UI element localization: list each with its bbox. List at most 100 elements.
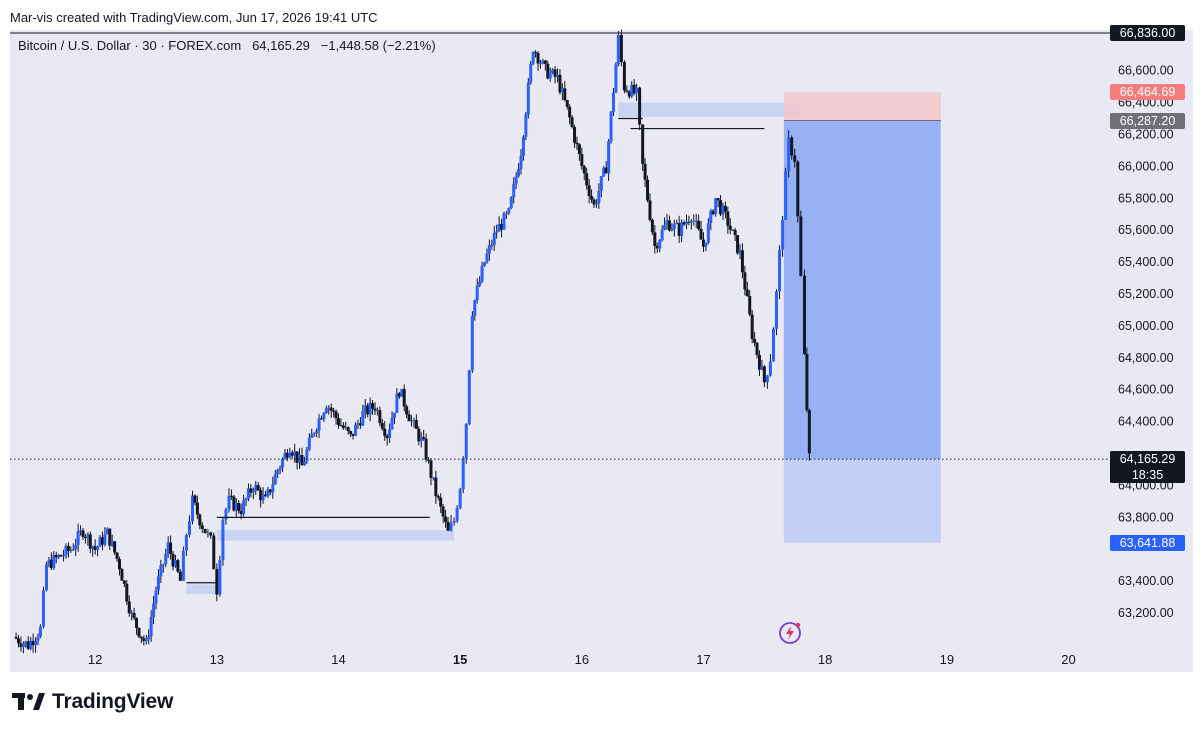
- candle-down[interactable]: [397, 393, 401, 397]
- candle-up[interactable]: [449, 522, 453, 531]
- candle-up[interactable]: [52, 554, 56, 569]
- chart-area[interactable]: [10, 30, 1193, 672]
- candle-up[interactable]: [775, 291, 778, 329]
- candle-down[interactable]: [115, 552, 119, 560]
- candle-up[interactable]: [597, 190, 601, 203]
- candle-up[interactable]: [36, 636, 40, 641]
- candle-down[interactable]: [750, 314, 754, 339]
- candle-down[interactable]: [627, 91, 631, 97]
- candle-up[interactable]: [524, 114, 528, 137]
- candle-up[interactable]: [680, 222, 684, 236]
- candle-up[interactable]: [455, 508, 459, 521]
- candle-up[interactable]: [778, 249, 782, 292]
- candle-up[interactable]: [98, 537, 102, 547]
- candle-up[interactable]: [519, 155, 523, 169]
- candle-up[interactable]: [765, 375, 769, 383]
- candle-up[interactable]: [159, 564, 163, 577]
- candle-down[interactable]: [405, 406, 409, 415]
- candle-down[interactable]: [59, 555, 63, 557]
- candle-down[interactable]: [587, 185, 591, 197]
- candle-down[interactable]: [232, 496, 236, 511]
- candle-down[interactable]: [650, 219, 654, 233]
- candle-up[interactable]: [495, 231, 499, 233]
- candle-up[interactable]: [467, 370, 471, 424]
- candle-down[interactable]: [402, 388, 406, 407]
- candle-down[interactable]: [290, 452, 294, 456]
- candle-down[interactable]: [582, 166, 586, 174]
- candle-up[interactable]: [317, 418, 321, 431]
- candle-down[interactable]: [195, 502, 199, 515]
- candle-down[interactable]: [441, 506, 445, 517]
- candle-down[interactable]: [229, 495, 233, 497]
- candle-down[interactable]: [169, 542, 173, 554]
- candle-down[interactable]: [632, 84, 636, 94]
- candle-down[interactable]: [264, 494, 267, 497]
- candle-down[interactable]: [807, 410, 811, 454]
- candle-up[interactable]: [74, 544, 78, 550]
- candle-down[interactable]: [434, 477, 438, 497]
- candle-up[interactable]: [502, 213, 506, 230]
- candle-down[interactable]: [687, 221, 691, 223]
- candle-up[interactable]: [271, 484, 275, 493]
- candle-down[interactable]: [802, 275, 806, 354]
- candle-down[interactable]: [762, 366, 766, 383]
- candle-down[interactable]: [171, 553, 175, 567]
- candle-down[interactable]: [417, 428, 421, 442]
- candle-up[interactable]: [244, 498, 248, 501]
- candle-up[interactable]: [452, 520, 456, 523]
- candle-up[interactable]: [497, 224, 501, 232]
- candle-up[interactable]: [181, 550, 185, 581]
- candle-up[interactable]: [706, 223, 710, 243]
- candle-up[interactable]: [517, 168, 521, 177]
- candle-down[interactable]: [81, 530, 85, 537]
- candle-up[interactable]: [45, 564, 48, 591]
- candle-up[interactable]: [395, 393, 399, 413]
- candle-up[interactable]: [526, 82, 530, 115]
- demand-zone[interactable]: [186, 584, 217, 594]
- candle-up[interactable]: [29, 640, 33, 649]
- candle-down[interactable]: [19, 643, 23, 648]
- candle-up[interactable]: [663, 224, 667, 230]
- candle-up[interactable]: [689, 221, 693, 223]
- stop-loss-zone[interactable]: [783, 92, 941, 121]
- candle-down[interactable]: [793, 155, 797, 162]
- candle-down[interactable]: [132, 612, 136, 618]
- candle-up[interactable]: [149, 617, 153, 637]
- candle-down[interactable]: [383, 428, 387, 436]
- candle-up[interactable]: [694, 220, 698, 222]
- candle-up[interactable]: [599, 176, 603, 191]
- candle-up[interactable]: [714, 198, 718, 215]
- candle-up[interactable]: [616, 34, 620, 65]
- candle-up[interactable]: [630, 84, 634, 97]
- candle-down[interactable]: [604, 167, 608, 174]
- candle-up[interactable]: [110, 541, 114, 546]
- candle-up[interactable]: [490, 245, 494, 247]
- candle-up[interactable]: [541, 60, 545, 64]
- candle-up[interactable]: [103, 534, 107, 545]
- candle-down[interactable]: [209, 532, 213, 536]
- candle-up[interactable]: [784, 171, 788, 220]
- candle-up[interactable]: [130, 612, 134, 614]
- candle-down[interactable]: [319, 418, 323, 420]
- candle-up[interactable]: [548, 72, 552, 79]
- candle-down[interactable]: [295, 451, 299, 463]
- candle-up[interactable]: [672, 223, 676, 229]
- candle-up[interactable]: [514, 176, 518, 184]
- candle-up[interactable]: [261, 494, 265, 501]
- candle-up[interactable]: [227, 495, 231, 510]
- candle-up[interactable]: [504, 213, 508, 215]
- candle-up[interactable]: [461, 458, 465, 490]
- candle-down[interactable]: [122, 580, 126, 584]
- candle-up[interactable]: [154, 590, 158, 604]
- candle-down[interactable]: [743, 272, 747, 290]
- candle-down[interactable]: [120, 569, 124, 581]
- candle-down[interactable]: [805, 353, 809, 411]
- candle-down[interactable]: [570, 117, 574, 128]
- candle-up[interactable]: [760, 366, 764, 370]
- candle-down[interactable]: [723, 205, 727, 212]
- candle-up[interactable]: [224, 509, 228, 520]
- candle-down[interactable]: [699, 228, 703, 240]
- candle-down[interactable]: [66, 545, 70, 551]
- candle-down[interactable]: [256, 485, 260, 491]
- candle-down[interactable]: [407, 414, 411, 422]
